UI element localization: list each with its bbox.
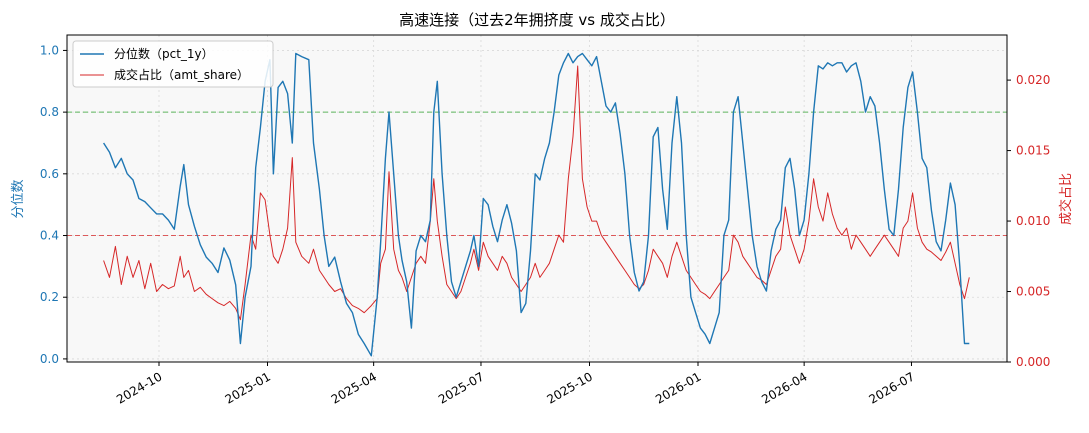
y-left-tick-label: 0.6 (40, 167, 59, 181)
legend-box (72, 40, 274, 88)
y-left-tick-label: 0.4 (40, 229, 59, 243)
y-axis-left: 0.0 0.2 0.4 0.6 0.8 1.0 (40, 43, 67, 366)
legend-label-amt: 成交占比（amt_share） (114, 67, 249, 82)
legend-label-pct: 分位数（pct_1y） (114, 46, 214, 61)
y-left-tick-label: 0.8 (40, 105, 59, 119)
plot-frame (66, 34, 1008, 363)
y-right-tick-label: 0.010 (1016, 214, 1050, 228)
y-axis-left-label: 分位数 (11, 179, 26, 218)
series-line-amt (103, 65, 970, 321)
y-right-tick-label: 0.015 (1016, 144, 1050, 158)
y-axis-right-label: 成交占比 (1058, 173, 1074, 225)
y-left-tick-label: 1.0 (40, 43, 59, 57)
plot-area (67, 35, 1007, 362)
y-right-tick-label: 0.000 (1016, 355, 1050, 369)
y-right-tick-label: 0.020 (1016, 73, 1050, 87)
chart-title: 高速连接（过去2年拥挤度 vs 成交占比） (399, 11, 675, 29)
y-left-tick-label: 0.0 (40, 352, 59, 366)
y-axis-right: 0.000 0.005 0.010 0.015 0.020 (1007, 73, 1050, 369)
y-left-tick-label: 0.2 (40, 290, 59, 304)
reference-lines (67, 111, 1007, 237)
y-right-tick-label: 0.005 (1016, 285, 1050, 299)
legend: 分位数（pct_1y） 成交占比（amt_share） (72, 40, 274, 88)
